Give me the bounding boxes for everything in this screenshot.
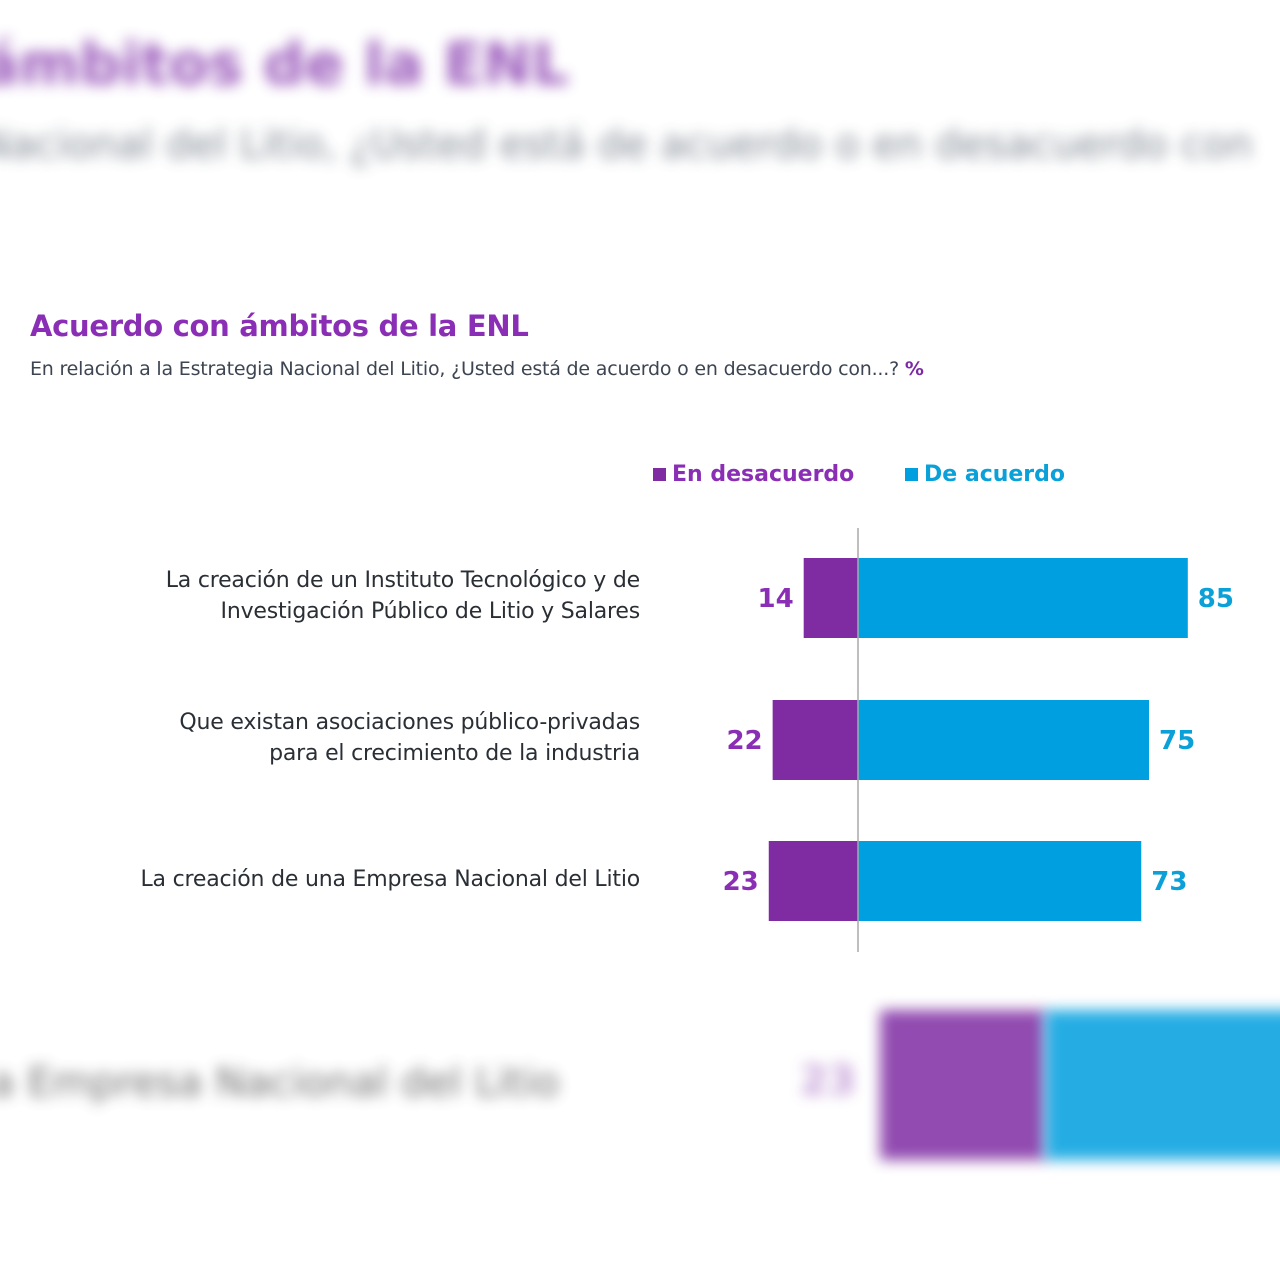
background-label-blurred: a Empresa Nacional del Litio — [0, 1060, 560, 1106]
category-label: La creación de un Instituto Tecnológico … — [165, 565, 641, 627]
bar-acuerdo — [858, 558, 1188, 638]
category-label: Que existan asociaciones público-privada… — [179, 707, 640, 769]
legend-label-acuerdo: De acuerdo — [924, 462, 1066, 487]
background-title-blurred: ámbitos de la ENL — [0, 30, 569, 98]
data-label-acuerdo: 75 — [1159, 726, 1195, 756]
background-subtitle-blurred: Nacional del Litio, ¿Usted está de acuer… — [0, 122, 1253, 168]
category-label-line: Que existan asociaciones público-privada… — [179, 710, 640, 735]
bar-acuerdo — [858, 841, 1142, 921]
background-bar-acuerdo-blurred — [1045, 1010, 1280, 1160]
chart-subtitle: En relación a la Estrategia Nacional del… — [30, 358, 924, 380]
data-label-desacuerdo: 22 — [726, 726, 762, 756]
data-label-acuerdo: 85 — [1198, 584, 1234, 614]
category-label: La creación de una Empresa Nacional del … — [140, 864, 640, 895]
legend-swatch-desacuerdo — [653, 468, 666, 481]
background-value-blurred: 23 — [800, 1058, 856, 1104]
bar-acuerdo — [858, 700, 1149, 780]
unit-label: % — [904, 358, 924, 380]
bar-desacuerdo — [772, 700, 858, 780]
legend-item-acuerdo: De acuerdo — [905, 462, 1065, 487]
data-label-acuerdo: 73 — [1151, 867, 1187, 897]
data-label-desacuerdo: 23 — [723, 867, 759, 897]
chart-title: Acuerdo con ámbitos de la ENL — [30, 309, 529, 343]
legend-label-desacuerdo: En desacuerdo — [672, 462, 855, 487]
category-label-line: La creación de un Instituto Tecnológico … — [165, 568, 641, 593]
data-label-desacuerdo: 14 — [757, 584, 793, 614]
subtitle-text: En relación a la Estrategia Nacional del… — [30, 358, 899, 380]
legend-swatch-acuerdo — [905, 468, 918, 481]
category-label-line: La creación de una Empresa Nacional del … — [140, 866, 640, 892]
category-label-line: para el crecimiento de la industria — [269, 741, 640, 766]
background-bar-desacuerdo-blurred — [880, 1010, 1045, 1160]
bar-desacuerdo — [768, 841, 858, 921]
category-label-line: Investigación Público de Litio y Salares — [220, 599, 641, 624]
legend-item-desacuerdo: En desacuerdo — [653, 462, 854, 487]
bar-desacuerdo — [803, 558, 858, 638]
